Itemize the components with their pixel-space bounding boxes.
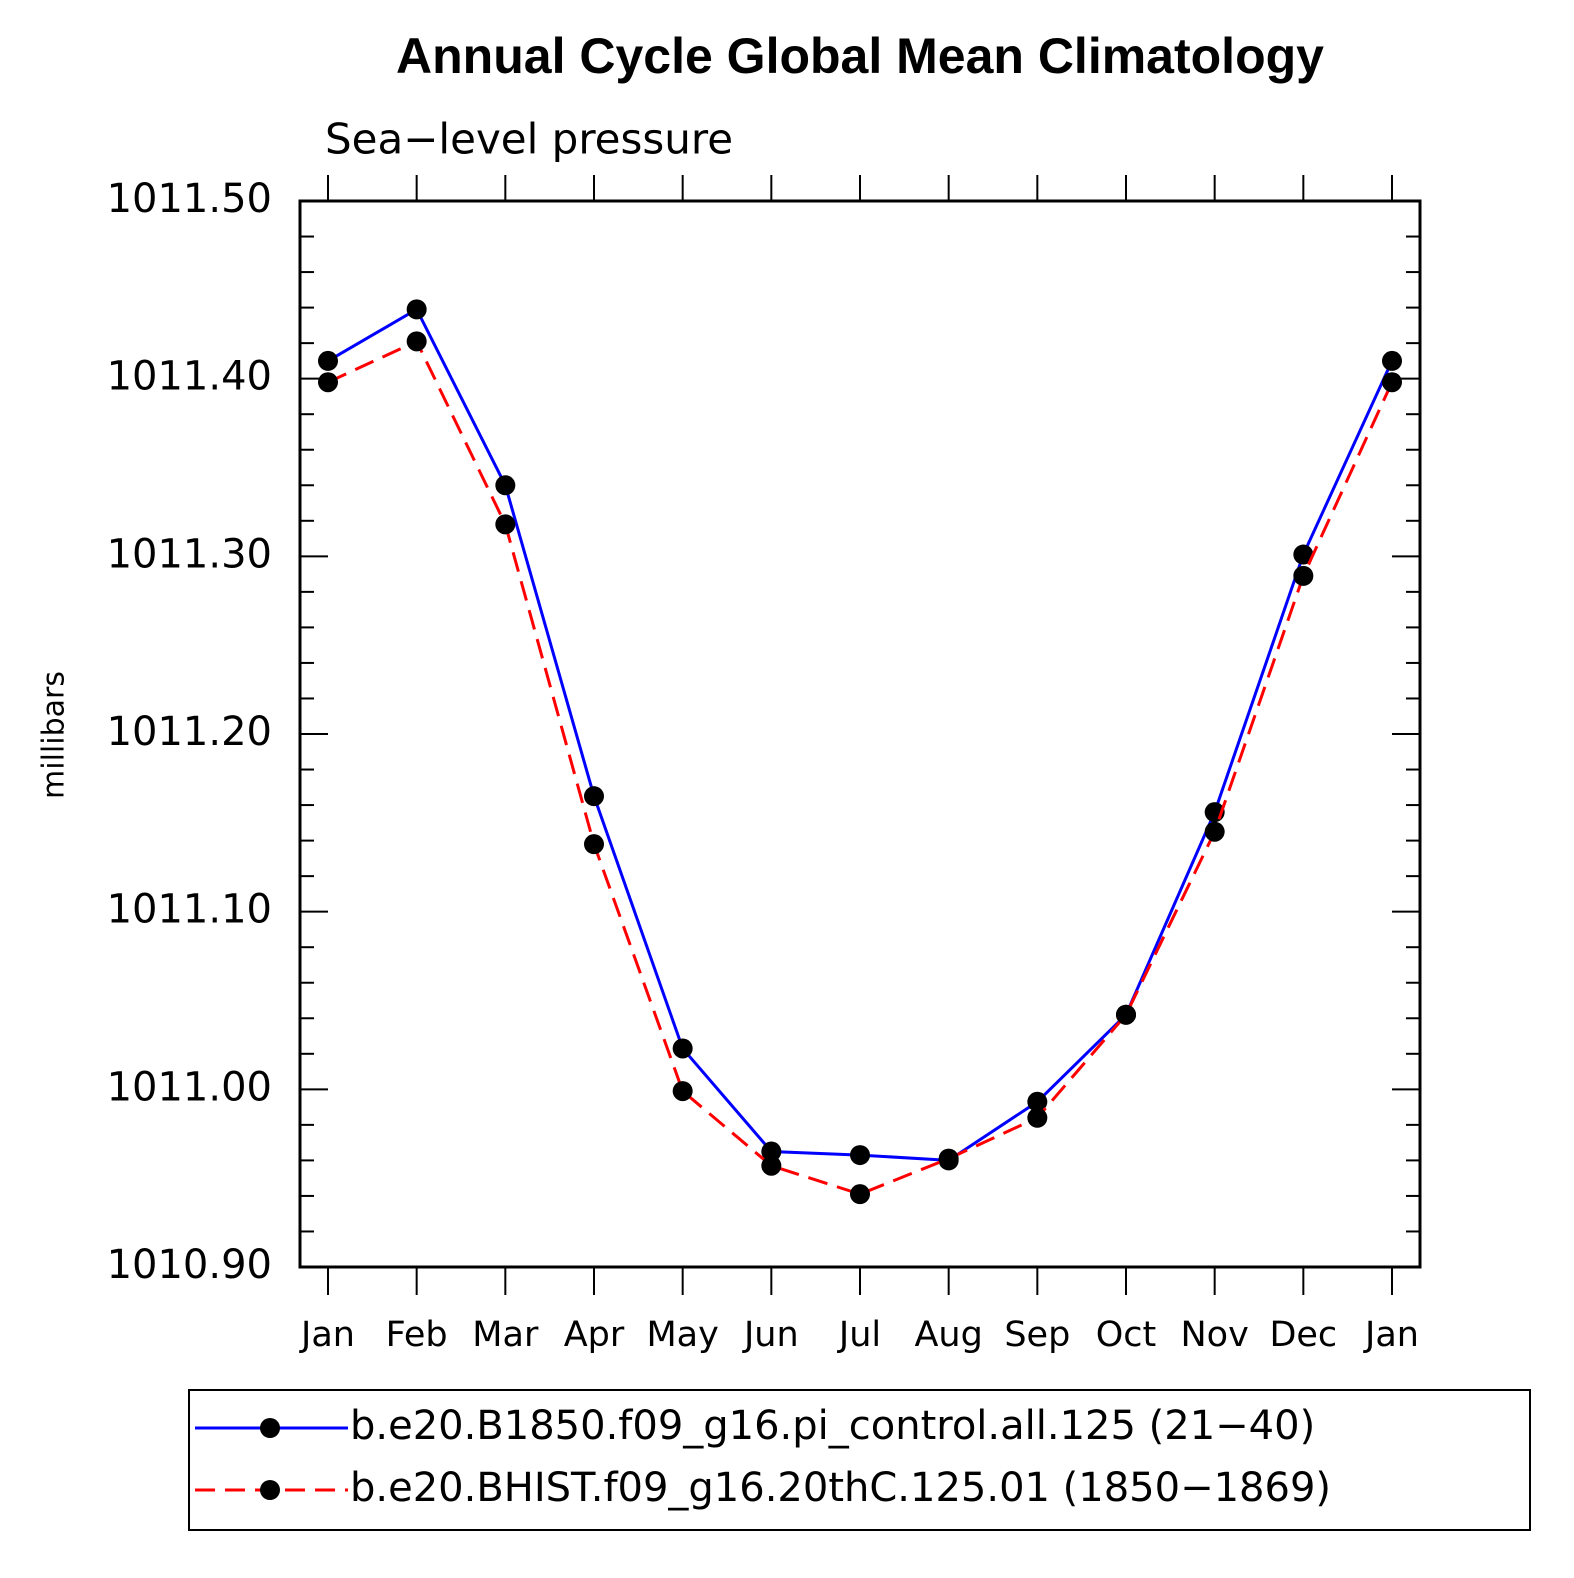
x-tick-label: Mar bbox=[472, 1315, 539, 1355]
plot-frame bbox=[298, 199, 1422, 1269]
y-tick-label: 1011.10 bbox=[107, 887, 272, 933]
data-point bbox=[1382, 372, 1402, 393]
y-tick-label: 1011.50 bbox=[107, 176, 272, 222]
data-point bbox=[1027, 1091, 1048, 1112]
series-line bbox=[327, 307, 1394, 1162]
data-point bbox=[1116, 1004, 1136, 1025]
legend-label: b.e20.BHIST.f09_g16.20thC.125.01 (1850−1… bbox=[350, 1465, 1331, 1511]
x-tick-label: Nov bbox=[1181, 1315, 1249, 1355]
legend-marker bbox=[260, 1480, 280, 1500]
data-point bbox=[584, 834, 604, 855]
x-tick-label: Jan bbox=[1363, 1315, 1419, 1355]
x-tick-label: Sep bbox=[1004, 1315, 1070, 1355]
chart-title: Annual Cycle Global Mean Climatology bbox=[396, 28, 1324, 84]
series-line bbox=[327, 339, 1394, 1196]
data-point bbox=[1293, 544, 1314, 565]
data-point bbox=[584, 786, 604, 807]
y-tick-label: 1011.40 bbox=[107, 354, 272, 400]
y-tick-label: 1011.20 bbox=[107, 709, 272, 755]
y-axis-label: millibars bbox=[37, 671, 72, 799]
x-tick-label: Jun bbox=[742, 1315, 799, 1355]
x-tick-label: Jul bbox=[837, 1315, 881, 1355]
data-point bbox=[1027, 1107, 1048, 1128]
data-point bbox=[406, 331, 427, 352]
y-tick-label: 1011.30 bbox=[107, 531, 272, 577]
chart-subtitle: Sea−level pressure bbox=[325, 115, 733, 164]
y-tick-label: 1010.90 bbox=[107, 1242, 272, 1288]
data-point bbox=[938, 1148, 959, 1169]
y-tick-label: 1011.00 bbox=[107, 1064, 272, 1110]
data-point bbox=[1293, 565, 1314, 586]
data-point bbox=[1382, 350, 1402, 371]
data-point bbox=[850, 1145, 870, 1166]
data-point bbox=[761, 1155, 782, 1176]
data-point bbox=[318, 350, 338, 371]
data-point bbox=[406, 299, 427, 320]
data-point bbox=[672, 1038, 693, 1059]
x-tick-label: Jan bbox=[299, 1315, 355, 1355]
legend-box bbox=[188, 1389, 1531, 1531]
data-point bbox=[1204, 821, 1225, 842]
legend-marker bbox=[260, 1418, 280, 1438]
x-tick-label: Feb bbox=[386, 1315, 448, 1355]
data-point bbox=[672, 1081, 693, 1102]
data-point bbox=[850, 1184, 870, 1205]
data-point bbox=[761, 1141, 782, 1162]
x-tick-label: Oct bbox=[1096, 1315, 1157, 1355]
x-tick-label: Apr bbox=[564, 1315, 625, 1355]
x-tick-label: May bbox=[646, 1315, 718, 1355]
data-point bbox=[495, 514, 516, 535]
data-point bbox=[318, 372, 338, 393]
legend-label: b.e20.B1850.f09_g16.pi_control.all.125 (… bbox=[350, 1403, 1315, 1449]
x-tick-label: Aug bbox=[914, 1315, 982, 1355]
x-tick-label: Dec bbox=[1269, 1315, 1337, 1355]
data-point bbox=[495, 475, 516, 496]
